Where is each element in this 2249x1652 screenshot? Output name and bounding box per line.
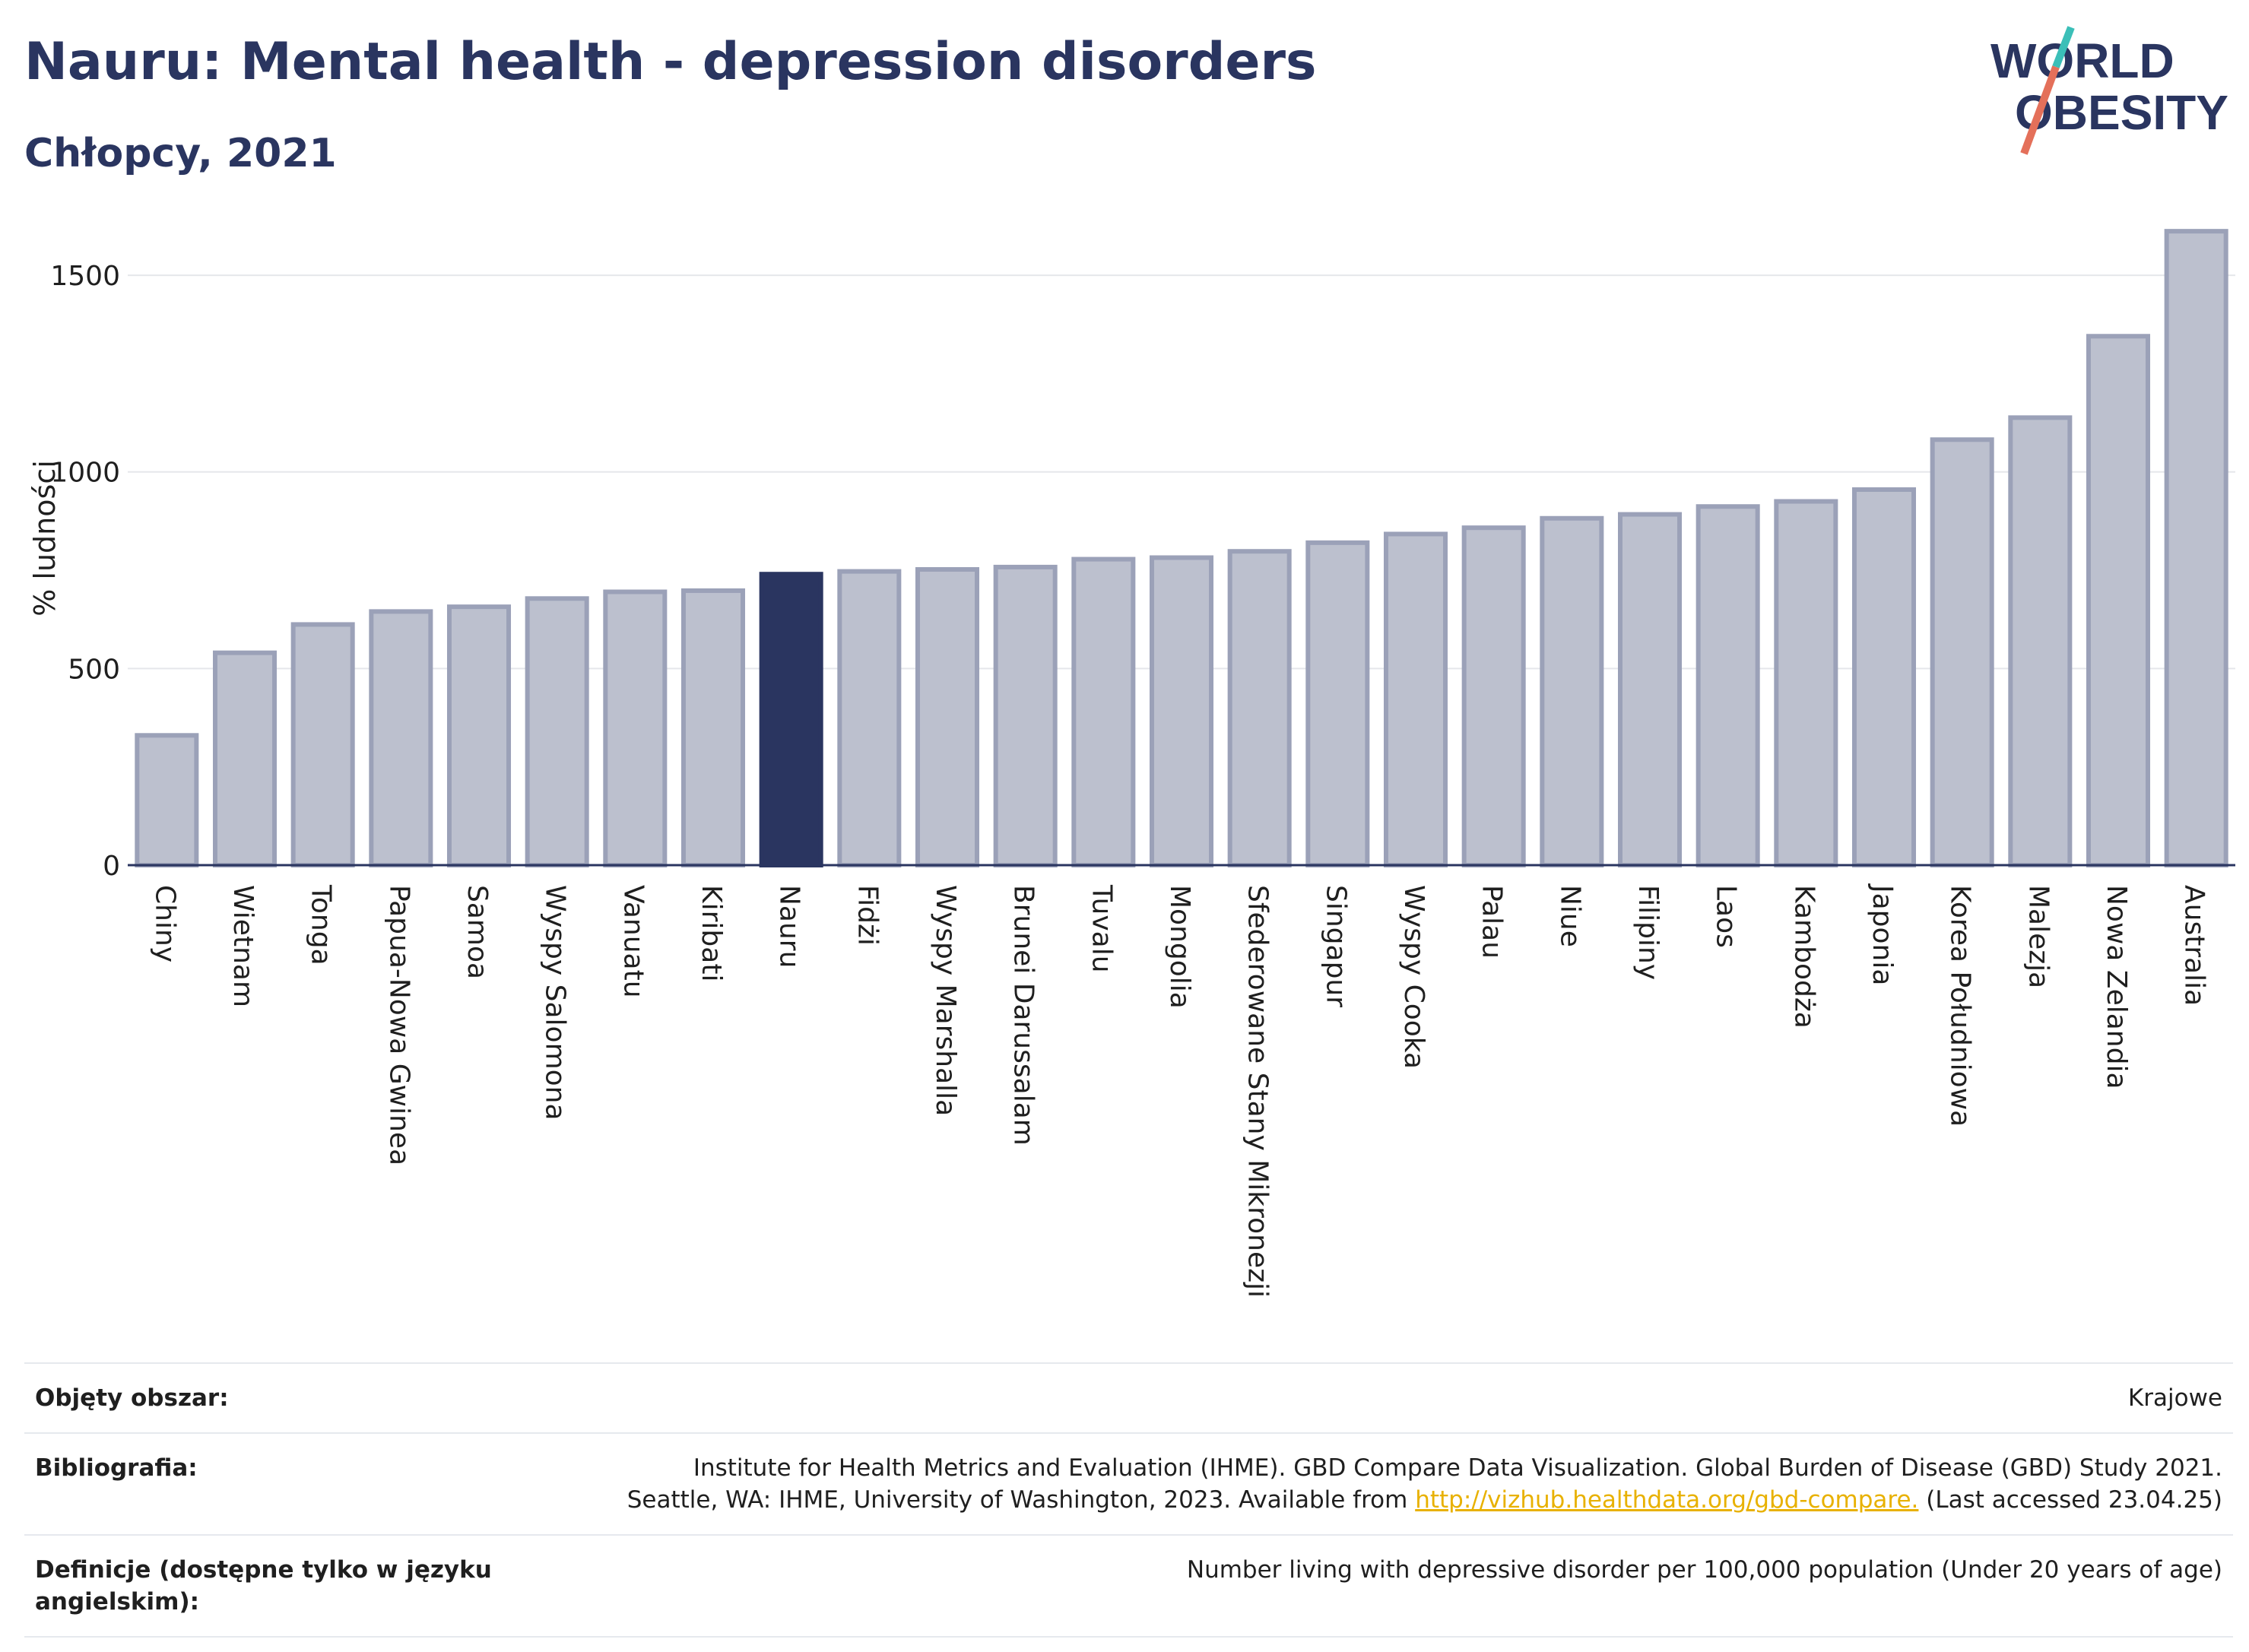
x-tick-labels: Chiny Wietnam Tonga Papua-Nowa Gwinea Samoa W…	[149, 883, 2209, 1298]
definition-label: Definicje (dostępne tylko w języku angie…	[35, 1556, 492, 1616]
x-tick-label: Korea Południowa	[1945, 885, 1976, 1127]
bar	[603, 589, 668, 868]
y-tick-label: 1500	[50, 261, 120, 292]
logo-line1: WORLD	[1990, 33, 2174, 88]
x-tick-label: Tonga	[306, 884, 337, 966]
bar	[680, 588, 746, 867]
x-tick-label: Brunei Darussalam	[1008, 885, 1039, 1146]
x-tick-label: Wyspy Cooka	[1398, 885, 1429, 1069]
bibliography-label: Bibliografia:	[35, 1454, 198, 1482]
world-obesity-logo: WORLD OBESITY	[1990, 26, 2228, 155]
y-tick-label: 0	[103, 851, 120, 882]
bar	[1617, 512, 1683, 867]
y-axis-label: % ludności	[28, 460, 62, 617]
x-tick-label: Tuvalu	[1086, 884, 1117, 973]
coverage-value: Krajowe	[2127, 1384, 2222, 1412]
bar	[1383, 531, 1448, 867]
bar-chart: 0 500 1000 1500 Chiny Wietnam Tonga Papua-Nowa…	[28, 229, 2235, 1298]
bar	[290, 622, 355, 868]
bar	[2008, 415, 2073, 867]
footer-row-definition: Definicje (dostępne tylko w języku angie…	[24, 1534, 2233, 1638]
source-link[interactable]: http://vizhub.healthdata.org/gbd-compare…	[1415, 1486, 1919, 1514]
x-tick-label: Laos	[1711, 885, 1742, 948]
bibliography-line2-pre: Seattle, WA: IHME, University of Washing…	[626, 1486, 1416, 1514]
x-tick-label: Singapur	[1320, 885, 1351, 1007]
bar	[837, 569, 902, 867]
bar	[2164, 229, 2228, 868]
definition-value: Number living with depressive disorder p…	[1186, 1556, 2222, 1584]
footer-table: Objęty obszar: Krajowe Bibliografia: Ins…	[24, 1362, 2233, 1638]
x-tick-label: Kambodża	[1788, 885, 1819, 1029]
bar	[1695, 504, 1760, 868]
bar	[135, 733, 199, 868]
x-tick-label: Wietnam	[227, 885, 259, 1007]
bar	[1774, 499, 1838, 867]
x-tick-label: Niue	[1554, 885, 1585, 947]
x-tick-label: Japonia	[1867, 883, 1898, 985]
bar	[915, 567, 980, 867]
logo-slash-teal	[2052, 26, 2075, 68]
x-tick-label: Fidżi	[852, 885, 883, 946]
x-tick-label: Mongolia	[1164, 885, 1195, 1009]
x-tick-label: Wyspy Salomona	[540, 885, 571, 1121]
bar	[1227, 549, 1292, 867]
logo-slash-coral	[2020, 65, 2060, 155]
bars	[135, 229, 2228, 868]
y-tick-labels: 0 500 1000 1500	[50, 261, 120, 882]
bibliography-line2-post: (Last accessed 23.04.25)	[1918, 1486, 2222, 1514]
bar	[1305, 540, 1370, 867]
bar	[1149, 555, 1214, 867]
bar	[1540, 515, 1604, 867]
x-tick-label: Samoa	[462, 885, 493, 979]
bar	[212, 650, 278, 868]
logo-line2: OBESITY	[2015, 85, 2228, 140]
bar	[446, 604, 512, 868]
y-tick-label: 500	[68, 654, 120, 685]
coverage-label: Objęty obszar:	[35, 1384, 229, 1412]
x-tick-label: Nowa Zelandia	[2101, 885, 2132, 1089]
x-tick-label: Vanuatu	[617, 885, 649, 998]
chart-subtitle: Chłopcy, 2021	[24, 131, 337, 176]
footer-row-coverage: Objęty obszar: Krajowe	[24, 1362, 2233, 1432]
x-tick-label: Australia	[2179, 885, 2210, 1006]
bar-highlighted	[759, 572, 823, 868]
bar	[1071, 556, 1136, 867]
bar	[993, 564, 1058, 867]
y-tick-label: 1000	[50, 458, 120, 489]
chart-title: Nauru: Mental health - depression disord…	[24, 32, 1317, 92]
x-tick-label: Malezja	[2022, 885, 2054, 988]
bibliography-value: Institute for Health Metrics and Evaluat…	[627, 1452, 2222, 1516]
bar	[1851, 487, 1917, 867]
footer-row-bibliography: Bibliografia: Institute for Health Metri…	[24, 1432, 2233, 1534]
x-tick-label: Wyspy Marshalla	[930, 885, 961, 1116]
bar	[525, 596, 589, 867]
x-tick-label: Sfederowane Stany Mikronezji	[1242, 885, 1274, 1298]
bibliography-line1: Institute for Health Metrics and Evaluat…	[693, 1454, 2222, 1482]
x-tick-label: Chiny	[149, 885, 180, 962]
bar	[369, 609, 433, 868]
bar	[1461, 525, 1526, 867]
bar	[1930, 437, 1994, 867]
x-tick-label: Filipiny	[1632, 885, 1664, 980]
x-tick-label: Nauru	[774, 885, 805, 968]
bar	[2086, 334, 2151, 867]
x-tick-label: Kiribati	[696, 885, 727, 981]
x-tick-label: Palau	[1477, 885, 1508, 959]
x-tick-label: Papua-Nowa Gwinea	[383, 885, 414, 1165]
